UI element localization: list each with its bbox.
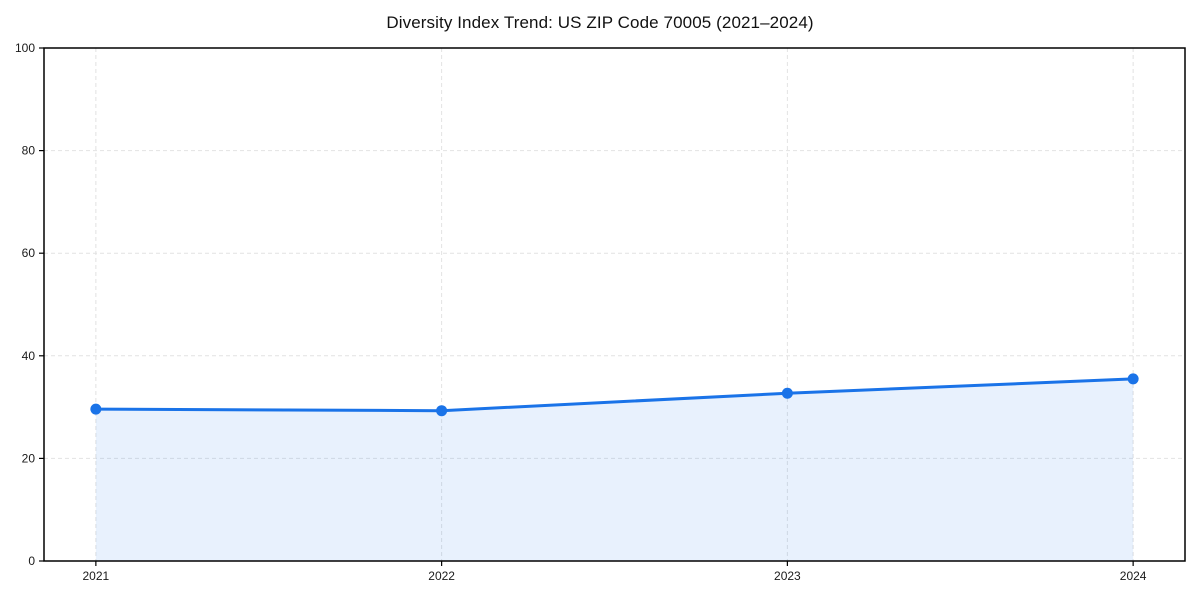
area-fill (95, 378, 1134, 561)
data-point-marker (90, 403, 102, 415)
data-point-marker (1127, 373, 1139, 385)
y-tick-label: 20 (22, 451, 36, 465)
x-tick-label: 2021 (83, 569, 110, 583)
y-tick-label: 40 (22, 349, 36, 363)
x-tick-label: 2024 (1120, 569, 1147, 583)
axis-spines (43, 47, 1186, 562)
y-tick-label: 80 (22, 144, 36, 158)
chart-title: Diversity Index Trend: US ZIP Code 70005… (386, 13, 814, 32)
data-point-marker (436, 405, 448, 417)
y-tick-label: 100 (15, 41, 35, 55)
x-tick-label: 2022 (428, 569, 455, 583)
y-tick-label: 0 (28, 554, 35, 568)
trend-line (94, 377, 1135, 413)
y-tick-label: 60 (22, 246, 36, 260)
data-point-marker (781, 387, 793, 399)
x-tick-label: 2023 (774, 569, 801, 583)
